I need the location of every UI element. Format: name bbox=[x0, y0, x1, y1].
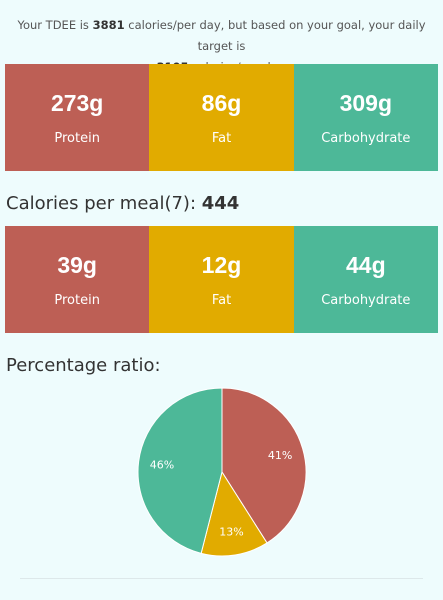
daily-fat-label: Fat bbox=[211, 131, 232, 146]
cut-off-heading bbox=[6, 0, 12, 7]
pie-label-protein: 41% bbox=[268, 449, 292, 462]
intro-prefix: Your TDEE is bbox=[17, 18, 93, 32]
pie-slice-carbohydrate bbox=[137, 387, 223, 554]
pie-label-carbohydrate: 46% bbox=[150, 458, 174, 471]
meal-fat-card: 12g Fat bbox=[149, 226, 294, 333]
meal-carb-card: 44g Carbohydrate bbox=[293, 226, 438, 333]
per-meal-title-text: Calories per meal(7): bbox=[6, 193, 197, 214]
daily-macros: 273g Protein 86g Fat 309g Carbohydrate bbox=[5, 64, 438, 171]
meal-protein-label: Protein bbox=[54, 293, 100, 308]
daily-protein-label: Protein bbox=[54, 131, 100, 146]
tdee-value: 3881 bbox=[92, 18, 125, 32]
per-meal-title: Calories per meal(7): 444 bbox=[6, 193, 239, 214]
daily-carb-value: 309g bbox=[339, 90, 393, 116]
bottom-divider bbox=[20, 578, 423, 579]
intro-middle: calories/per day, but based on your goal… bbox=[124, 18, 426, 53]
daily-fat-card: 86g Fat bbox=[149, 64, 294, 171]
meal-fat-label: Fat bbox=[211, 293, 232, 308]
pie-label-fat: 13% bbox=[219, 526, 243, 539]
meal-protein-card: 39g Protein bbox=[5, 226, 150, 333]
meal-protein-value: 39g bbox=[57, 252, 97, 278]
meal-carb-label: Carbohydrate bbox=[321, 293, 411, 308]
daily-carb-label: Carbohydrate bbox=[321, 131, 411, 146]
per-meal-macros: 39g Protein 12g Fat 44g Carbohydrate bbox=[5, 226, 438, 333]
meal-fat-value: 12g bbox=[201, 252, 242, 278]
per-meal-calories: 444 bbox=[201, 193, 240, 214]
ratio-title: Percentage ratio: bbox=[6, 355, 161, 376]
macro-ratio-pie-chart: 41% 13% 46% bbox=[137, 387, 307, 557]
daily-protein-value: 273g bbox=[50, 90, 104, 116]
daily-protein-card: 273g Protein bbox=[5, 64, 150, 171]
meal-carb-value: 44g bbox=[346, 252, 386, 278]
daily-fat-value: 86g bbox=[201, 90, 242, 116]
pie-slice-fat bbox=[200, 470, 268, 557]
daily-carb-card: 309g Carbohydrate bbox=[293, 64, 438, 171]
